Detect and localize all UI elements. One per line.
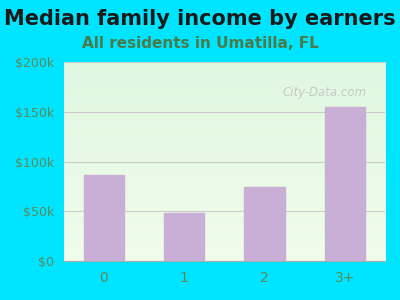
- Bar: [325, 107, 365, 261]
- Bar: [244, 187, 285, 261]
- Text: All residents in Umatilla, FL: All residents in Umatilla, FL: [82, 36, 318, 51]
- Bar: [84, 175, 124, 261]
- Text: Median family income by earners: Median family income by earners: [4, 9, 396, 29]
- Bar: [164, 214, 204, 261]
- Text: City-Data.com: City-Data.com: [282, 86, 366, 99]
